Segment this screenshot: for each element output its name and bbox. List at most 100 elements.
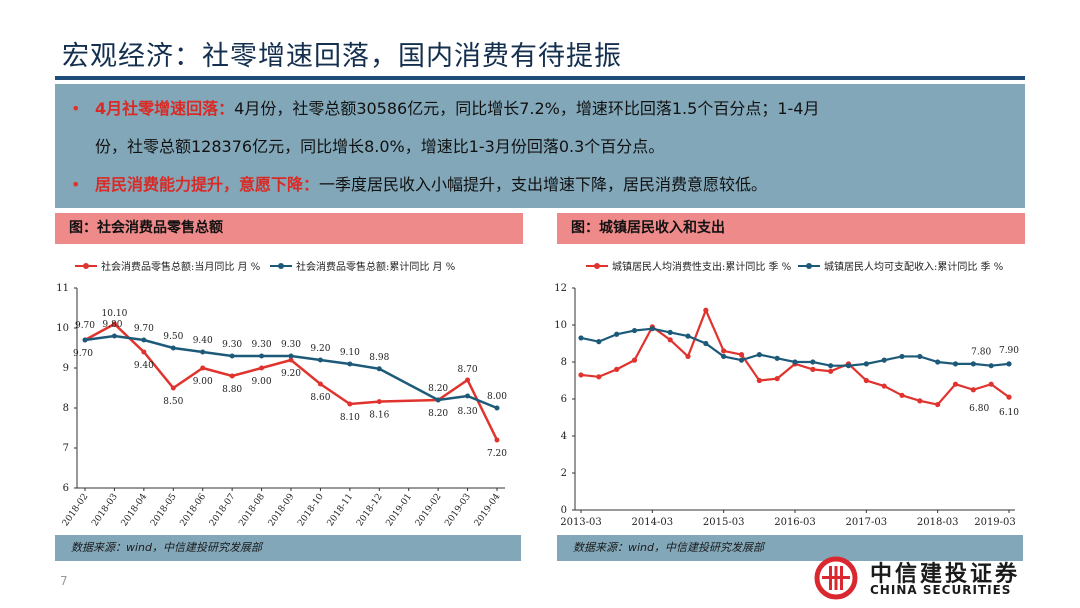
data-point	[288, 357, 294, 363]
data-label: 8.16	[369, 411, 389, 421]
page-title: 宏观经济：社零增速回落，国内消费有待提振	[62, 41, 622, 72]
data-point	[317, 357, 323, 363]
data-point	[111, 333, 117, 339]
bullet-1-highlight: 4月社零增速回落：	[95, 99, 235, 118]
data-point	[952, 381, 959, 387]
data-point	[667, 329, 673, 335]
data-point	[756, 377, 762, 384]
x-tick-label: 2018-06	[179, 492, 209, 529]
data-label: 9.00	[252, 377, 272, 387]
x-tick-label: 2018-03	[90, 492, 120, 529]
data-label: 8.80	[222, 385, 242, 395]
data-point	[170, 345, 176, 351]
bullet-2-highlight: 居民消费能力提升，意愿下降：	[95, 175, 320, 194]
data-point	[596, 339, 602, 345]
y-tick-label: 11	[56, 283, 69, 294]
x-tick-label: 2018-03	[917, 517, 959, 528]
data-label: 9.70	[73, 349, 93, 359]
data-label: 9.40	[134, 361, 154, 371]
right-source-note: 数据来源：wind，中信建投研究发展部	[557, 535, 1023, 561]
x-tick-label: 2013-03	[560, 517, 602, 528]
data-point	[988, 363, 994, 369]
y-tick-label: 2	[561, 468, 567, 479]
data-point	[1006, 394, 1012, 400]
data-label: 9.30	[281, 340, 301, 350]
data-label: 9.70	[134, 324, 154, 334]
data-label: 8.20	[428, 409, 448, 419]
data-label: 7.80	[971, 348, 991, 358]
y-tick-label: 7	[63, 443, 69, 454]
x-tick-label: 2019-04	[473, 492, 503, 529]
data-point	[229, 373, 235, 379]
x-tick-label: 2018-12	[355, 492, 385, 528]
data-point	[828, 363, 834, 369]
data-point	[917, 353, 923, 360]
data-label: 7.20	[487, 449, 507, 459]
series-line	[580, 307, 1010, 406]
data-label: 8.98	[369, 353, 389, 363]
summary-bullet-2: • 居民消费能力提升，意愿下降：一季度居民收入小幅提升，支出增速下降，居民消费意…	[67, 174, 1013, 195]
data-point	[317, 381, 323, 387]
data-point	[703, 307, 709, 313]
data-label: 9.70	[75, 321, 95, 331]
data-point	[899, 353, 905, 360]
data-point	[376, 399, 382, 405]
data-point	[200, 365, 206, 371]
x-tick-label: 2015-03	[703, 517, 745, 528]
data-point	[810, 366, 816, 372]
data-point	[578, 372, 584, 378]
data-label: 8.10	[340, 413, 360, 423]
legend-label: 城镇居民人均消费性支出:累计同比 季 %	[612, 260, 791, 273]
data-point	[703, 340, 709, 347]
data-point	[465, 377, 471, 383]
company-logo: 中信建投证券 CHINA SECURITIES	[812, 556, 1042, 600]
x-tick-label: 2018-09	[267, 492, 297, 529]
data-point	[170, 385, 176, 391]
title-divider	[55, 76, 1025, 80]
data-label: 6.80	[969, 404, 989, 414]
data-label: 7.90	[999, 346, 1019, 356]
retail-sales-chart-svg: 社会消费品零售总额:当月同比 月 % 社会消费品零售总额:累计同比 月 % 6 7 8 9…	[56, 260, 507, 529]
data-point	[259, 365, 265, 371]
data-point	[494, 405, 500, 411]
data-point	[82, 337, 88, 343]
y-tick-label: 8	[561, 357, 567, 368]
series-line	[84, 334, 498, 410]
data-point	[685, 333, 691, 339]
x-tick-label: 2019-01	[385, 492, 415, 528]
page-number: 7	[60, 574, 68, 588]
data-point	[259, 353, 265, 359]
summary-bullet-1: • 4月社零增速回落：4月份，社零总额30586亿元，同比增长7.2%，增速环比…	[67, 98, 1013, 119]
data-point	[141, 337, 147, 343]
logo-name-en: CHINA SECURITIES	[870, 583, 1012, 597]
retail-sales-chart: 社会消费品零售总额:当月同比 月 % 社会消费品零售总额:累计同比 月 % 6 7 8 9…	[55, 248, 525, 537]
data-point	[347, 361, 353, 367]
data-point	[721, 348, 727, 354]
legend-label: 社会消费品零售总额:当月同比 月 %	[101, 260, 260, 273]
x-tick-label: 2018-10	[296, 492, 326, 529]
right-chart-title: 图：城镇居民收入和支出	[557, 213, 1025, 244]
data-point	[596, 374, 602, 380]
data-point	[970, 387, 976, 393]
data-point	[435, 397, 441, 403]
data-label: 8.30	[458, 407, 478, 417]
legend-label: 城镇居民人均可支配收入:累计同比 季 %	[824, 260, 1003, 273]
data-point	[738, 357, 745, 363]
data-point	[667, 337, 673, 343]
data-point	[988, 381, 994, 387]
y-tick-label: 0	[561, 505, 567, 516]
x-tick-label: 2018-07	[208, 492, 238, 529]
data-label: 8.50	[163, 397, 183, 407]
x-tick-label: 2018-05	[149, 492, 179, 529]
summary-bullet-1-continued: 份，社零总额128376亿元，同比增长8.0%，增速比1-3月份回落0.3个百分…	[67, 136, 1013, 157]
data-label: 8.00	[487, 392, 507, 402]
bullet-2-text: 一季度居民收入小幅提升，支出增速下降，居民消费意愿较低。	[319, 175, 768, 194]
data-point	[738, 352, 745, 358]
data-point	[952, 361, 959, 367]
data-point	[200, 349, 206, 355]
data-label: 6.10	[999, 408, 1019, 418]
y-tick-label: 6	[561, 394, 567, 405]
data-point	[721, 353, 727, 360]
y-tick-label: 10	[554, 320, 567, 331]
data-label: 8.20	[428, 384, 448, 394]
